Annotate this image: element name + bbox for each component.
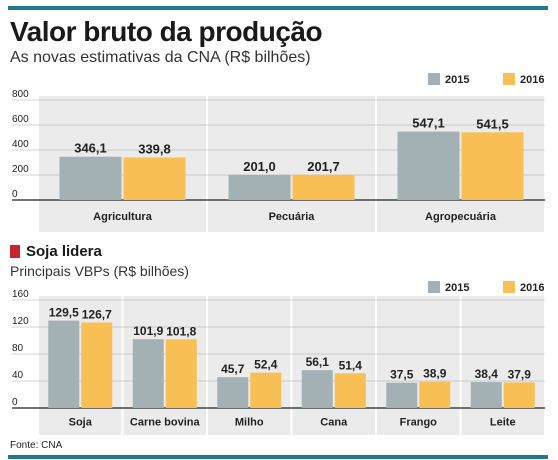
chart1-y-tick-label: 600 — [12, 114, 29, 125]
legend-swatch-2015 — [428, 281, 440, 293]
chart2-data-label: 51,4 — [339, 358, 363, 372]
chart1-bar-2015 — [397, 131, 460, 200]
chart1-bar-2015 — [228, 174, 291, 200]
chart2-category-label: Carne bovina — [130, 417, 201, 429]
chart1-bar-2016 — [461, 132, 524, 200]
top-accent-bar — [8, 6, 548, 10]
chart2-category-label: Cana — [320, 417, 348, 429]
page-title: Valor bruto da produção — [10, 16, 323, 47]
chart1-bar-2016 — [123, 157, 186, 200]
chart1-data-label: 541,5 — [476, 116, 509, 131]
chart2-bar-2015 — [386, 382, 418, 408]
page-subtitle: As novas estimativas da CNA (R$ bilhões) — [10, 49, 311, 66]
chart1-bar-2016 — [292, 174, 355, 200]
chart1-y-tick-label: 0 — [12, 189, 18, 200]
chart2-bar-2016 — [81, 322, 113, 408]
legend-label-2015: 2015 — [445, 282, 469, 294]
bottom-accent-bar — [8, 455, 548, 459]
chart2-panel — [208, 296, 291, 435]
chart2-y-tick-label: 80 — [12, 343, 24, 354]
chart1-category-label: Agricultura — [93, 211, 153, 223]
chart2-bar-2016 — [165, 339, 197, 408]
chart2-bar-2016 — [419, 381, 451, 408]
chart1-data-label: 346,1 — [74, 141, 107, 156]
chart1-y-tick-label: 400 — [12, 139, 29, 150]
chart2-bar-2016 — [503, 382, 535, 408]
section2-title-text: Soja lidera — [26, 243, 102, 260]
section2-title: Soja lidera — [10, 243, 102, 260]
chart2-data-label: 45,7 — [221, 362, 245, 376]
chart2-data-label: 37,5 — [390, 368, 414, 382]
chart2-category-label: Frango — [400, 417, 438, 429]
legend-label-2016: 2016 — [520, 74, 544, 86]
chart2-category-label: Milho — [235, 417, 264, 429]
chart2-y-tick-label: 160 — [12, 289, 29, 300]
chart2-y-tick-label: 0 — [12, 397, 18, 408]
chart2-category-label: Soja — [69, 417, 93, 429]
chart2-data-label: 38,4 — [475, 367, 499, 381]
section2-subtitle: Principais VBPs (R$ bilhões) — [10, 263, 189, 279]
chart2-data-label: 38,9 — [423, 367, 447, 381]
legend-swatch-2016 — [503, 281, 515, 293]
chart2-panel — [292, 296, 375, 435]
chart1-category-label: Agropecuária — [425, 211, 497, 223]
section-marker-icon — [10, 245, 20, 258]
chart1-data-label: 201,0 — [243, 159, 276, 174]
chart2-panel — [377, 296, 460, 435]
chart1-y-tick-label: 200 — [12, 164, 29, 175]
chart2-bar-2016 — [250, 372, 282, 408]
chart2-panel — [461, 296, 544, 435]
chart1-data-label: 339,8 — [138, 142, 171, 157]
chart2-category-label: Leite — [490, 417, 516, 429]
chart2-y-tick-label: 120 — [12, 316, 29, 327]
source-note: Fonte: CNA — [10, 440, 63, 451]
legend-label-2016: 2016 — [520, 282, 544, 294]
chart2-bar-2015 — [301, 370, 333, 408]
chart2-bar-2015 — [217, 377, 249, 408]
chart1-data-label: 547,1 — [412, 116, 445, 131]
chart2-y-tick-label: 40 — [12, 370, 24, 381]
chart2-data-label: 126,7 — [82, 307, 112, 321]
chart1-data-label: 201,7 — [307, 159, 340, 174]
chart1-bar-2015 — [59, 156, 122, 200]
chart2-data-label: 37,9 — [508, 367, 532, 381]
chart2-data-label: 52,4 — [254, 358, 278, 372]
legend-swatch-2016 — [503, 73, 515, 85]
chart2-bar-2015 — [470, 382, 502, 408]
chart2-bar-2015 — [132, 339, 164, 408]
legend-swatch-2015 — [428, 73, 440, 85]
legend-label-2015: 2015 — [445, 74, 469, 86]
chart2-data-label: 56,1 — [306, 355, 330, 369]
chart1-panel — [208, 96, 375, 232]
chart2-data-label: 129,5 — [49, 306, 79, 320]
chart2-bar-2016 — [334, 373, 366, 408]
chart2-data-label: 101,9 — [133, 324, 163, 338]
chart2-data-label: 101,8 — [166, 324, 196, 338]
chart1-y-tick-label: 800 — [12, 89, 29, 100]
chart2-bar-2015 — [48, 320, 80, 408]
chart1-category-label: Pecuária — [269, 211, 316, 223]
